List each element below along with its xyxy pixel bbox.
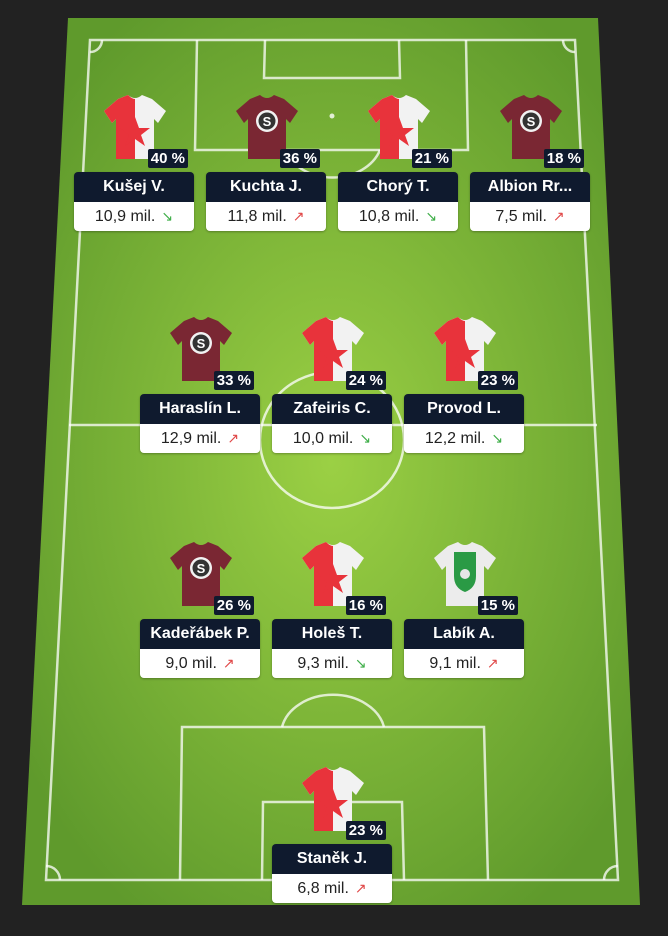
trend-down-arrow-icon: ↘ [161, 208, 174, 224]
slavia-jersey-icon [302, 542, 364, 606]
trend-up-arrow-icon: ↗ [222, 655, 235, 671]
slavia-jersey-icon [104, 95, 166, 159]
player-name: Staněk J. [272, 844, 392, 874]
ownership-percent: 36 % [279, 149, 320, 168]
player-value-row: 10,9 mil. ↘ [74, 202, 194, 231]
player-name: Kušej V. [74, 172, 194, 202]
svg-text:S: S [197, 561, 206, 576]
player-value-row: 7,5 mil. ↗ [470, 202, 590, 231]
svg-text:S: S [263, 114, 272, 129]
trend-up-arrow-icon: ↗ [552, 208, 565, 224]
slavia-jersey-icon [434, 317, 496, 381]
player-card[interactable]: Holeš T. 9,3 mil. ↘ [272, 619, 392, 678]
slavia-jersey-icon [302, 317, 364, 381]
player-value-row: 10,8 mil. ↘ [338, 202, 458, 231]
player-value: 9,0 mil. [165, 655, 217, 672]
player-value-row: 12,2 mil. ↘ [404, 424, 524, 453]
player-value: 7,5 mil. [495, 208, 547, 225]
player-value-row: 12,9 mil. ↗ [140, 424, 260, 453]
bohemians-jersey-icon [434, 542, 496, 606]
player-name: Haraslín L. [140, 394, 260, 424]
player-value: 9,1 mil. [429, 655, 481, 672]
player-card[interactable]: Haraslín L. 12,9 mil. ↗ [140, 394, 260, 453]
player-value-row: 10,0 mil. ↘ [272, 424, 392, 453]
player-name: Provod L. [404, 394, 524, 424]
player-value-row: 9,3 mil. ↘ [272, 649, 392, 678]
player-value: 10,0 mil. [292, 430, 354, 447]
trend-up-arrow-icon: ↗ [354, 880, 367, 896]
sparta-jersey-icon: S [170, 317, 232, 381]
player-card[interactable]: Kuchta J. 11,8 mil. ↗ [206, 172, 326, 231]
player-card[interactable]: Zafeiris C. 10,0 mil. ↘ [272, 394, 392, 453]
trend-down-arrow-icon: ↘ [359, 430, 372, 446]
ownership-percent: 33 % [213, 371, 254, 390]
ownership-percent: 16 % [345, 596, 386, 615]
sparta-jersey-icon: S [170, 542, 232, 606]
player-name: Zafeiris C. [272, 394, 392, 424]
player-value: 12,2 mil. [424, 430, 486, 447]
player-name: Labík A. [404, 619, 524, 649]
player-name: Kadeřábek P. [140, 619, 260, 649]
player-card[interactable]: Albion Rr... 7,5 mil. ↗ [470, 172, 590, 231]
player-value-row: 9,0 mil. ↗ [140, 649, 260, 678]
player-card[interactable]: Staněk J. 6,8 mil. ↗ [272, 844, 392, 903]
ownership-percent: 21 % [411, 149, 452, 168]
player-value-row: 11,8 mil. ↗ [206, 202, 326, 231]
slavia-jersey-icon [368, 95, 430, 159]
player-card[interactable]: Kadeřábek P. 9,0 mil. ↗ [140, 619, 260, 678]
player-card[interactable]: Provod L. 12,2 mil. ↘ [404, 394, 524, 453]
trend-down-arrow-icon: ↘ [354, 655, 367, 671]
trend-up-arrow-icon: ↗ [292, 208, 305, 224]
sparta-jersey-icon: S [500, 95, 562, 159]
player-value: 12,9 mil. [160, 430, 222, 447]
player-value: 9,3 mil. [297, 655, 349, 672]
trend-down-arrow-icon: ↘ [425, 208, 438, 224]
ownership-percent: 18 % [543, 149, 584, 168]
ownership-percent: 23 % [345, 821, 386, 840]
player-name: Albion Rr... [470, 172, 590, 202]
player-card[interactable]: Chorý T. 10,8 mil. ↘ [338, 172, 458, 231]
svg-text:S: S [197, 336, 206, 351]
ownership-percent: 40 % [147, 149, 188, 168]
player-card[interactable]: Labík A. 9,1 mil. ↗ [404, 619, 524, 678]
ownership-percent: 23 % [477, 371, 518, 390]
sparta-jersey-icon: S [236, 95, 298, 159]
player-value: 10,8 mil. [358, 208, 420, 225]
player-name: Chorý T. [338, 172, 458, 202]
player-value: 6,8 mil. [297, 880, 349, 897]
svg-text:S: S [527, 114, 536, 129]
trend-down-arrow-icon: ↘ [491, 430, 504, 446]
ownership-percent: 26 % [213, 596, 254, 615]
slavia-jersey-icon [302, 767, 364, 831]
player-name: Holeš T. [272, 619, 392, 649]
player-card[interactable]: Kušej V. 10,9 mil. ↘ [74, 172, 194, 231]
ownership-percent: 15 % [477, 596, 518, 615]
pitch-lines [44, 38, 620, 882]
player-value-row: 6,8 mil. ↗ [272, 874, 392, 903]
player-value-row: 9,1 mil. ↗ [404, 649, 524, 678]
trend-up-arrow-icon: ↗ [486, 655, 499, 671]
player-name: Kuchta J. [206, 172, 326, 202]
trend-up-arrow-icon: ↗ [227, 430, 240, 446]
pitch-surface [22, 18, 640, 905]
player-value: 10,9 mil. [94, 208, 156, 225]
player-value: 11,8 mil. [227, 208, 287, 225]
ownership-percent: 24 % [345, 371, 386, 390]
